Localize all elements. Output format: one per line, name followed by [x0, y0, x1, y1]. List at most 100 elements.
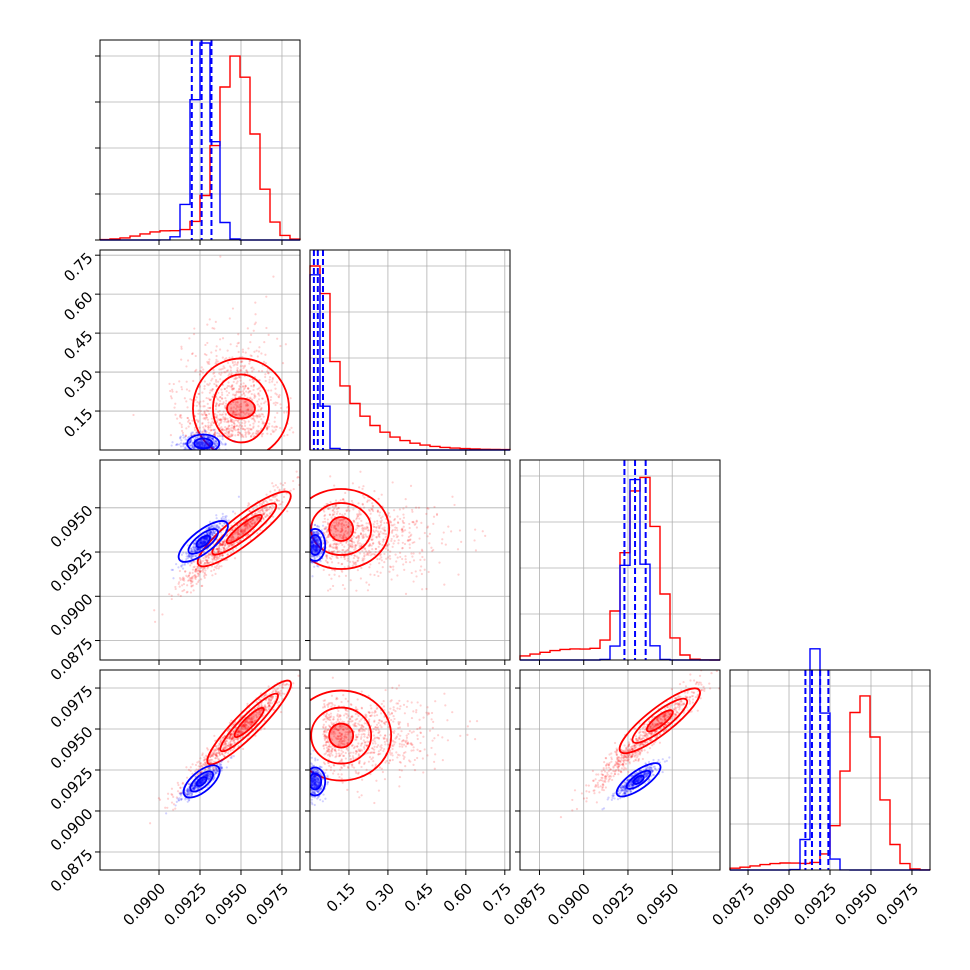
- scatter-point: [222, 743, 225, 747]
- scatter-point: [231, 735, 234, 738]
- scatter-point: [194, 577, 197, 581]
- scatter-point: [245, 390, 248, 393]
- scatter-point: [232, 387, 235, 390]
- scatter-point: [208, 436, 212, 440]
- scatter-point: [274, 401, 277, 404]
- scatter-point: [201, 764, 204, 767]
- scatter-point: [213, 556, 216, 559]
- scatter-point: [210, 437, 213, 440]
- scatter-point: [269, 506, 272, 509]
- scatter-point: [190, 562, 193, 565]
- scatter-point: [378, 540, 381, 543]
- scatter-point: [220, 752, 224, 755]
- scatter-point: [204, 536, 207, 540]
- scatter-point: [199, 558, 202, 561]
- scatter-point: [233, 427, 236, 430]
- scatter-point: [223, 746, 226, 749]
- scatter-point: [207, 426, 210, 429]
- scatter-point: [362, 530, 365, 533]
- scatter-point: [208, 412, 211, 416]
- scatter-point: [303, 674, 305, 676]
- scatter-point: [229, 735, 232, 738]
- scatter-point: [203, 575, 206, 578]
- scatter-point: [237, 428, 240, 431]
- scatter-point: [203, 385, 206, 388]
- scatter-point: [240, 393, 243, 397]
- scatter-point: [226, 533, 229, 536]
- scatter-point: [203, 539, 206, 542]
- scatter-point: [351, 546, 354, 549]
- scatter-point: [404, 555, 407, 558]
- scatter-point: [372, 534, 375, 537]
- scatter-point: [209, 766, 212, 769]
- scatter-point: [239, 432, 242, 435]
- scatter-point: [235, 393, 238, 396]
- scatter-point: [252, 329, 255, 332]
- scatter-point: [196, 443, 199, 446]
- scatter-point: [249, 390, 252, 393]
- scatter-point: [262, 415, 265, 418]
- scatter-point: [213, 433, 216, 436]
- scatter-point: [202, 540, 205, 543]
- scatter-point: [195, 575, 198, 578]
- scatter-point: [417, 506, 421, 509]
- scatter-point: [217, 562, 220, 566]
- scatter-point: [244, 524, 247, 527]
- scatter-point: [339, 499, 342, 502]
- scatter-point: [367, 553, 370, 557]
- scatter-point: [334, 505, 338, 508]
- scatter-point: [244, 384, 247, 387]
- scatter-point: [214, 408, 218, 411]
- scatter-point: [372, 529, 375, 532]
- scatter-point: [221, 554, 224, 557]
- scatter-point: [214, 752, 217, 755]
- scatter-point: [200, 366, 203, 369]
- scatter-point: [365, 581, 368, 584]
- scatter-point: [276, 486, 279, 489]
- scatter-point: [237, 528, 240, 532]
- scatter-point: [251, 522, 254, 526]
- scatter-point: [206, 341, 209, 345]
- scatter-point: [243, 725, 246, 728]
- scatter-point: [237, 730, 240, 733]
- scatter-point: [224, 739, 227, 743]
- scatter-point: [211, 533, 214, 536]
- contour: [219, 692, 279, 753]
- scatter-point: [257, 698, 260, 701]
- scatter-point: [223, 387, 226, 390]
- scatter-point: [191, 577, 194, 580]
- scatter-point: [241, 730, 244, 734]
- scatter-point: [194, 770, 197, 773]
- scatter-point: [203, 444, 206, 448]
- scatter-point: [213, 768, 217, 772]
- scatter-point: [205, 353, 208, 357]
- scatter-point: [210, 428, 213, 431]
- scatter-point: [215, 547, 218, 550]
- scatter-point: [199, 442, 202, 446]
- scatter-point: [179, 442, 183, 445]
- scatter-point: [251, 518, 254, 521]
- scatter-point: [343, 534, 346, 537]
- scatter-point: [246, 371, 249, 374]
- scatter-point: [233, 425, 236, 428]
- scatter-point: [268, 381, 271, 384]
- scatter-point: [438, 561, 441, 564]
- scatter-point: [369, 512, 372, 515]
- scatter-point: [191, 444, 194, 447]
- scatter-point: [210, 537, 214, 540]
- scatter-point: [220, 402, 223, 406]
- scatter-point: [204, 418, 207, 421]
- scatter-point: [333, 510, 336, 514]
- scatter-point: [194, 354, 197, 358]
- scatter-point: [346, 557, 349, 560]
- scatter-point: [192, 566, 195, 569]
- scatter-point: [209, 525, 212, 529]
- scatter-point: [203, 536, 207, 539]
- scatter-point: [305, 429, 307, 431]
- scatter-point: [175, 563, 178, 566]
- scatter-point: [214, 415, 217, 419]
- scatter-point: [190, 555, 193, 558]
- scatter-point: [203, 380, 206, 383]
- scatter-point: [214, 555, 218, 559]
- scatter-point: [262, 512, 266, 515]
